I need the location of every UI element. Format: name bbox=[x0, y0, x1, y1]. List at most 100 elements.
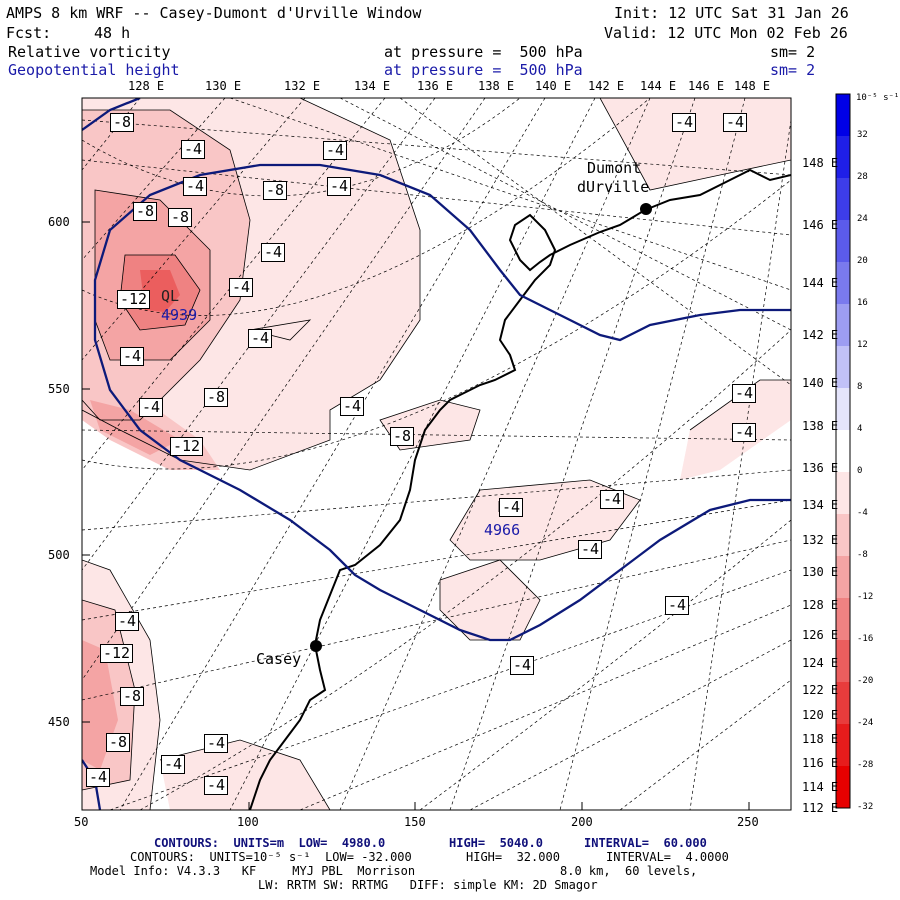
right-lon-label: 124 E bbox=[802, 656, 839, 670]
map-title: AMPS 8 km WRF -- Casey-Dumont d'Urville … bbox=[6, 4, 422, 22]
colorbar-tick-label: 8 bbox=[857, 382, 863, 392]
colorbar bbox=[835, 93, 851, 809]
contour-value-label: -4 bbox=[204, 734, 229, 753]
colorbar-swatch bbox=[836, 220, 850, 262]
field1-level: at pressure = 500 hPa bbox=[384, 43, 583, 61]
colorbar-swatch bbox=[836, 178, 850, 220]
right-lon-label: 136 E bbox=[802, 461, 839, 475]
contour-value-label: -4 bbox=[183, 177, 208, 196]
bottom-axis-label: 250 bbox=[737, 815, 759, 829]
colorbar-swatch bbox=[836, 388, 850, 430]
dumont-durville-marker bbox=[640, 203, 652, 215]
contour-value-label: -4 bbox=[115, 612, 140, 631]
latlon-grid bbox=[82, 98, 791, 810]
casey-marker bbox=[310, 640, 322, 652]
right-lon-label: 116 E bbox=[802, 756, 839, 770]
top-lon-label: 140 E bbox=[535, 79, 572, 93]
vorticity-contours bbox=[82, 98, 791, 810]
right-lon-label: 146 E bbox=[802, 218, 839, 232]
field1-smoothing: sm= 2 bbox=[770, 43, 816, 61]
station-markers bbox=[310, 203, 652, 652]
forecast-hour: 48 h bbox=[94, 24, 131, 42]
top-lon-label: 136 E bbox=[417, 79, 454, 93]
right-lon-label: 140 E bbox=[802, 376, 839, 390]
contour-value-label: -4 bbox=[499, 498, 524, 517]
bottom-axis-label: 100 bbox=[237, 815, 259, 829]
colorbar-tick-label: -20 bbox=[857, 676, 874, 686]
colorbar-tick-label: -12 bbox=[857, 592, 874, 602]
colorbar-swatch bbox=[836, 598, 850, 640]
field2-smoothing: sm= 2 bbox=[770, 61, 816, 79]
contour-value-label: -4 bbox=[161, 755, 186, 774]
colorbar-swatch bbox=[836, 304, 850, 346]
left-axis-label: 550 bbox=[48, 382, 70, 396]
contour-value-label: -12 bbox=[117, 290, 151, 309]
axis-ticks bbox=[81, 221, 750, 810]
contour-value-label: -8 bbox=[106, 733, 131, 752]
footer-physics-info: LW: RRTM SW: RRTMG DIFF: simple KM: 2D S… bbox=[258, 878, 598, 892]
contour-value-label: -12 bbox=[170, 437, 204, 456]
right-lon-label: 130 E bbox=[802, 565, 839, 579]
right-lon-label: 138 E bbox=[802, 419, 839, 433]
right-lon-label: 132 E bbox=[802, 533, 839, 547]
dumont-durville-label-line1: Dumont bbox=[587, 159, 642, 177]
field1-name: Relative vorticity bbox=[8, 43, 171, 61]
footer-vorticity-high: HIGH= 32.000 bbox=[466, 850, 560, 864]
contour-value-label: -8 bbox=[133, 202, 158, 221]
right-lon-label: 126 E bbox=[802, 628, 839, 642]
right-lon-label: 148 E bbox=[802, 156, 839, 170]
top-lon-label: 144 E bbox=[640, 79, 677, 93]
contour-value-label: -4 bbox=[340, 397, 365, 416]
plot-frame bbox=[81, 97, 792, 811]
colorbar-tick-label: -4 bbox=[857, 508, 868, 518]
field2-level: at pressure = 500 hPa bbox=[384, 61, 583, 79]
colorbar-tick-label: 28 bbox=[857, 172, 868, 182]
left-axis-label: 500 bbox=[48, 548, 70, 562]
colorbar-swatch bbox=[836, 430, 850, 472]
field2-name: Geopotential height bbox=[8, 61, 180, 79]
left-axis-label: 450 bbox=[48, 715, 70, 729]
top-lon-label: 130 E bbox=[205, 79, 242, 93]
contour-value-label: -4 bbox=[248, 329, 273, 348]
contour-value-label: -4 bbox=[510, 656, 535, 675]
contour-value-label: -4 bbox=[327, 177, 352, 196]
footer-model-info: Model Info: V4.3.3 KF MYJ PBL Morrison bbox=[90, 864, 416, 878]
top-lon-label: 146 E bbox=[688, 79, 725, 93]
colorbar-tick-label: 24 bbox=[857, 214, 868, 224]
colorbar-tick-label: 0 bbox=[857, 466, 863, 476]
contour-value-label: -4 bbox=[578, 540, 603, 559]
footer-vorticity-interval: INTERVAL= 4.0000 bbox=[606, 850, 729, 864]
colorbar-swatch bbox=[836, 682, 850, 724]
valid-time: Valid: 12 UTC Mon 02 Feb 26 bbox=[604, 24, 848, 42]
contour-value-label: -12 bbox=[100, 644, 134, 663]
contour-value-label: -4 bbox=[732, 384, 757, 403]
right-lon-label: 118 E bbox=[802, 732, 839, 746]
right-lon-label: 114 E bbox=[802, 780, 839, 794]
contour-value-label: -4 bbox=[204, 776, 229, 795]
colorbar-tick-label: 16 bbox=[857, 298, 868, 308]
colorbar-swatch bbox=[836, 94, 850, 136]
colorbar-swatch bbox=[836, 724, 850, 766]
colorbar-swatch bbox=[836, 262, 850, 304]
right-lon-label: 112 E bbox=[802, 801, 839, 815]
colorbar-tick-label: -32 bbox=[857, 802, 874, 812]
contour-value-label: -4 bbox=[261, 243, 286, 262]
top-lon-label: 132 E bbox=[284, 79, 321, 93]
footer-height-contours: CONTOURS: UNITS=m LOW= 4980.0 bbox=[154, 836, 386, 850]
contour-value-label: -4 bbox=[723, 113, 748, 132]
vorticity-max-label: QL bbox=[161, 287, 180, 305]
colorbar-tick-label: -28 bbox=[857, 760, 874, 770]
contour-value-label: -8 bbox=[120, 687, 145, 706]
contour-value-label: -4 bbox=[323, 141, 348, 160]
contour-value-label: -4 bbox=[732, 423, 757, 442]
right-lon-label: 134 E bbox=[802, 498, 839, 512]
colorbar-swatch bbox=[836, 766, 850, 808]
colorbar-swatch bbox=[836, 472, 850, 514]
contour-value-label: -8 bbox=[168, 208, 193, 227]
colorbar-swatch bbox=[836, 136, 850, 178]
contour-value-label: -4 bbox=[120, 347, 145, 366]
contour-value-label: -4 bbox=[665, 596, 690, 615]
contour-value-label: -4 bbox=[672, 113, 697, 132]
footer-vorticity-contours: CONTOURS: UNITS=10⁻⁵ s⁻¹ LOW= -32.000 bbox=[130, 850, 412, 864]
right-lon-label: 120 E bbox=[802, 708, 839, 722]
